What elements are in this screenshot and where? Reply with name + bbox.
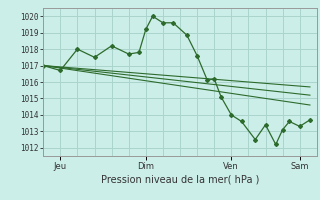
X-axis label: Pression niveau de la mer( hPa ): Pression niveau de la mer( hPa ) [101, 175, 259, 185]
